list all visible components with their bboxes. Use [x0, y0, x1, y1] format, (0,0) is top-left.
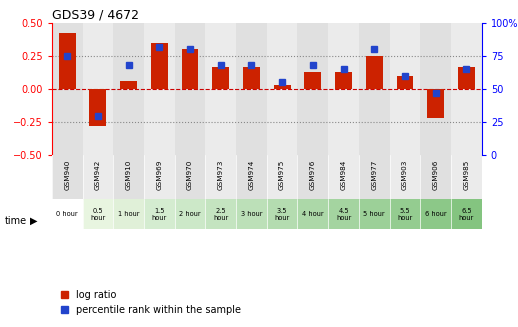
Bar — [52, 155, 82, 199]
Bar — [82, 155, 113, 199]
Bar — [359, 155, 390, 199]
Text: 4 hour: 4 hour — [302, 211, 324, 217]
Bar — [59, 33, 76, 89]
Bar — [396, 76, 413, 89]
Text: GSM910: GSM910 — [125, 160, 132, 190]
Bar — [335, 72, 352, 89]
Text: 2 hour: 2 hour — [179, 211, 201, 217]
Bar — [305, 72, 321, 89]
Bar — [390, 155, 420, 199]
Text: 3 hour: 3 hour — [241, 211, 262, 217]
Legend: log ratio, percentile rank within the sample: log ratio, percentile rank within the sa… — [56, 286, 245, 319]
Bar — [267, 199, 297, 229]
Bar — [297, 199, 328, 229]
Bar — [236, 155, 267, 199]
Bar — [451, 199, 482, 229]
Bar — [236, 23, 267, 155]
Bar — [205, 199, 236, 229]
Text: 0 hour: 0 hour — [56, 211, 78, 217]
Text: GDS39 / 4672: GDS39 / 4672 — [52, 9, 139, 22]
Bar — [52, 199, 82, 229]
Bar — [328, 155, 359, 199]
Bar — [212, 67, 229, 89]
Bar — [144, 155, 175, 199]
Bar — [90, 89, 106, 126]
Text: 1.5
hour: 1.5 hour — [152, 208, 167, 221]
Text: 1 hour: 1 hour — [118, 211, 139, 217]
Bar — [113, 23, 144, 155]
Text: GSM975: GSM975 — [279, 160, 285, 190]
Bar — [297, 155, 328, 199]
Bar — [328, 23, 359, 155]
Bar — [359, 199, 390, 229]
Bar — [82, 199, 113, 229]
Text: GSM984: GSM984 — [340, 160, 347, 190]
Bar — [144, 23, 175, 155]
Bar — [175, 155, 205, 199]
Bar — [151, 43, 168, 89]
Bar — [274, 85, 291, 89]
Text: 6 hour: 6 hour — [425, 211, 447, 217]
Bar — [458, 67, 475, 89]
Text: 5 hour: 5 hour — [364, 211, 385, 217]
Text: GSM940: GSM940 — [64, 160, 70, 190]
Bar — [451, 23, 482, 155]
Text: GSM970: GSM970 — [187, 160, 193, 190]
Text: GSM974: GSM974 — [249, 160, 254, 190]
Bar — [267, 23, 297, 155]
Bar — [390, 23, 420, 155]
Text: GSM906: GSM906 — [433, 160, 439, 190]
Bar — [390, 199, 420, 229]
Text: GSM976: GSM976 — [310, 160, 316, 190]
Text: GSM985: GSM985 — [464, 160, 469, 190]
Text: 5.5
hour: 5.5 hour — [397, 208, 413, 221]
Bar — [420, 155, 451, 199]
Text: 6.5
hour: 6.5 hour — [459, 208, 474, 221]
Text: 0.5
hour: 0.5 hour — [90, 208, 106, 221]
Text: GSM903: GSM903 — [402, 160, 408, 190]
Bar — [451, 155, 482, 199]
Bar — [144, 199, 175, 229]
Bar — [113, 199, 144, 229]
Text: time: time — [5, 216, 27, 226]
Bar — [205, 155, 236, 199]
Text: 3.5
hour: 3.5 hour — [275, 208, 290, 221]
Bar — [297, 23, 328, 155]
Bar — [181, 49, 198, 89]
Text: ▶: ▶ — [30, 216, 37, 226]
Bar — [243, 67, 260, 89]
Bar — [267, 155, 297, 199]
Bar — [113, 155, 144, 199]
Bar — [120, 81, 137, 89]
Text: GSM942: GSM942 — [95, 160, 101, 190]
Text: GSM977: GSM977 — [371, 160, 377, 190]
Bar — [420, 23, 451, 155]
Bar — [52, 23, 82, 155]
Bar — [420, 199, 451, 229]
Bar — [427, 89, 444, 118]
Text: 2.5
hour: 2.5 hour — [213, 208, 228, 221]
Bar — [328, 199, 359, 229]
Bar — [359, 23, 390, 155]
Bar — [82, 23, 113, 155]
Bar — [205, 23, 236, 155]
Text: GSM969: GSM969 — [156, 160, 162, 190]
Bar — [236, 199, 267, 229]
Bar — [366, 56, 383, 89]
Text: 4.5
hour: 4.5 hour — [336, 208, 351, 221]
Bar — [175, 23, 205, 155]
Text: GSM973: GSM973 — [218, 160, 224, 190]
Bar — [175, 199, 205, 229]
